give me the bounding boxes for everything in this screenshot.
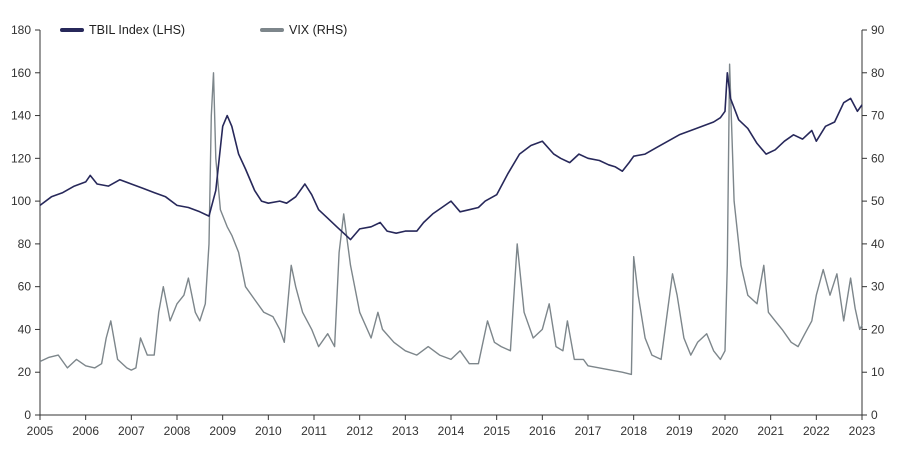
y-left-tick-label: 100 bbox=[11, 194, 31, 208]
x-tick-label: 2010 bbox=[255, 424, 282, 438]
x-tick-label: 2014 bbox=[438, 424, 465, 438]
x-tick-label: 2012 bbox=[346, 424, 373, 438]
y-right-tick-label: 10 bbox=[871, 365, 885, 379]
series-line-tbil bbox=[39, 72, 863, 241]
x-tick-label: 2023 bbox=[849, 424, 876, 438]
x-tick-label: 2006 bbox=[72, 424, 99, 438]
tick-group: 2005 2006 2007 2008 2009 2010 2011 2012 2013 2014… bbox=[11, 23, 885, 438]
x-tick-label: 2020 bbox=[712, 424, 739, 438]
y-left-tick-label: 160 bbox=[11, 66, 31, 80]
x-tick-label: 2007 bbox=[118, 424, 145, 438]
y-left-tick-label: 60 bbox=[18, 280, 32, 294]
legend: TBIL Index (LHS) VIX (RHS) bbox=[60, 23, 347, 37]
y-right-tick-label: 0 bbox=[871, 408, 878, 422]
x-tick-label: 2016 bbox=[529, 424, 556, 438]
legend-label: TBIL Index (LHS) bbox=[89, 23, 185, 37]
y-right-tick-label: 40 bbox=[871, 237, 885, 251]
y-left-tick-label: 140 bbox=[11, 109, 31, 123]
x-tick-label: 2017 bbox=[575, 424, 602, 438]
x-tick-label: 2022 bbox=[803, 424, 830, 438]
y-left-tick-label: 40 bbox=[18, 322, 32, 336]
axes-group bbox=[39, 30, 863, 416]
x-tick-label: 2011 bbox=[301, 424, 327, 438]
series-line-vix bbox=[39, 63, 863, 376]
y-right-tick-label: 80 bbox=[871, 66, 885, 80]
x-tick-label: 2013 bbox=[392, 424, 419, 438]
y-left-tick-label: 20 bbox=[18, 365, 32, 379]
y-right-tick-label: 60 bbox=[871, 151, 885, 165]
y-right-tick-label: 90 bbox=[871, 23, 885, 37]
x-tick-label: 2005 bbox=[27, 424, 54, 438]
x-tick-label: 2008 bbox=[164, 424, 191, 438]
x-tick-label: 2018 bbox=[620, 424, 647, 438]
y-right-tick-label: 70 bbox=[871, 109, 885, 123]
y-left-tick-label: 120 bbox=[11, 151, 31, 165]
x-tick-label: 2015 bbox=[483, 424, 510, 438]
x-tick-label: 2009 bbox=[209, 424, 236, 438]
y-right-tick-label: 50 bbox=[871, 194, 885, 208]
y-left-tick-label: 80 bbox=[18, 237, 32, 251]
legend-label: VIX (RHS) bbox=[289, 23, 347, 37]
x-tick-label: 2019 bbox=[666, 424, 693, 438]
y-left-tick-label: 0 bbox=[24, 408, 31, 422]
series-group bbox=[39, 63, 863, 376]
y-right-tick-label: 20 bbox=[871, 322, 885, 336]
x-tick-label: 2021 bbox=[757, 424, 784, 438]
y-left-tick-label: 180 bbox=[11, 23, 31, 37]
y-right-tick-label: 30 bbox=[871, 280, 885, 294]
